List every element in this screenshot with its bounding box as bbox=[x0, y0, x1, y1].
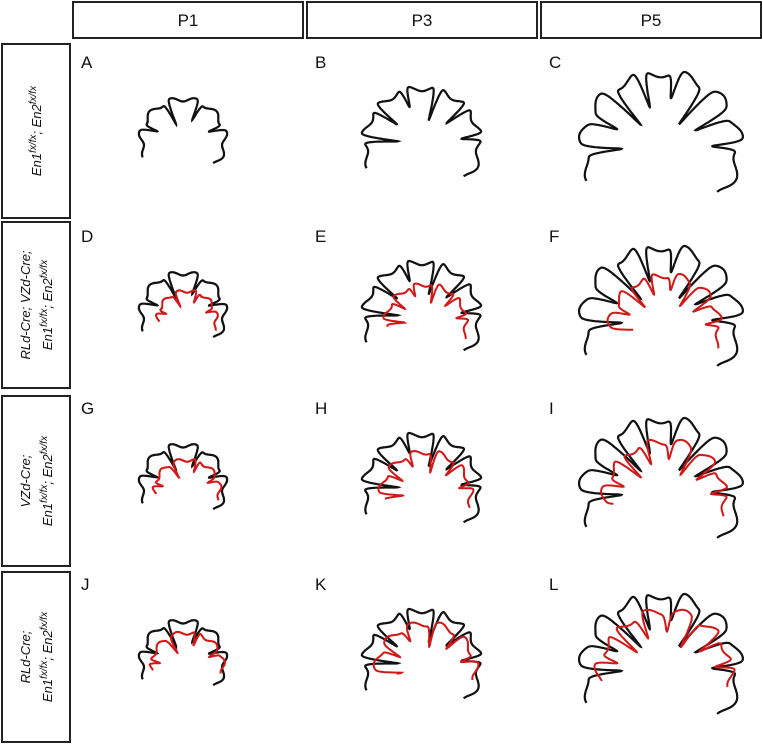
cerebellum-outline bbox=[579, 72, 743, 192]
cerebellum-outline bbox=[362, 261, 481, 350]
row-label-superscript: fx/fx bbox=[28, 134, 39, 153]
panel-letter: E bbox=[315, 227, 326, 246]
row-label-superscript: fx/fx bbox=[39, 660, 50, 679]
column-header: P1 bbox=[178, 11, 199, 30]
panel-letter: L bbox=[549, 575, 558, 594]
row-label-text: RLd-Cre; VZd-Cre; bbox=[18, 250, 33, 359]
panel-letter: K bbox=[315, 575, 327, 594]
panel-letter: J bbox=[81, 575, 90, 594]
row-label-superscript: fx/fx bbox=[39, 484, 50, 503]
row-label: En1fx/fx; En2fx/fx bbox=[28, 85, 45, 176]
row-label-text: VZd-Cre; bbox=[18, 454, 33, 507]
row-label-text: En1 bbox=[40, 503, 55, 526]
row-label-text: ; En2 bbox=[40, 453, 55, 484]
panel-letter: B bbox=[315, 53, 326, 72]
row-label: VZd-Cre; bbox=[18, 454, 33, 507]
mutant-outline bbox=[374, 623, 479, 681]
cerebellum-outline bbox=[139, 272, 227, 337]
row-label-text: ; En2 bbox=[40, 277, 55, 308]
mutant-outline bbox=[595, 610, 735, 687]
row-label: RLd-Cre; VZd-Cre; bbox=[18, 250, 33, 359]
column-header: P5 bbox=[641, 11, 662, 30]
row-label-superscript: fx/fx bbox=[39, 259, 50, 278]
cerebellum-outline bbox=[139, 98, 227, 163]
panel-letter: C bbox=[549, 53, 561, 72]
cerebellum-outline bbox=[362, 433, 481, 522]
panel-letter: G bbox=[81, 399, 94, 418]
row-label: En1fx/fx; En2fx/fx bbox=[39, 611, 56, 702]
row-label-text: En1 bbox=[29, 153, 44, 176]
mutant-outline bbox=[379, 451, 474, 508]
cerebellum-outline bbox=[362, 87, 481, 176]
row-label: En1fx/fx; En2fx/fx bbox=[39, 259, 56, 350]
row-label-text: En1 bbox=[40, 679, 55, 702]
mutant-outline bbox=[150, 632, 225, 674]
panel-letter: I bbox=[549, 399, 554, 418]
figure: P1P3P5En1fx/fx; En2fx/fxRLd-Cre; VZd-Cre… bbox=[0, 0, 763, 748]
row-label-text: ; En2 bbox=[40, 629, 55, 660]
row-label-text: ; En2 bbox=[29, 103, 44, 134]
row-label-box bbox=[2, 396, 70, 566]
panel-letter: D bbox=[81, 227, 93, 246]
mutant-outline bbox=[153, 459, 222, 500]
row-label-box bbox=[2, 222, 70, 388]
mutant-outline bbox=[156, 290, 218, 330]
row-label-text: En1 bbox=[40, 327, 55, 350]
row-label-superscript: fx/fx bbox=[39, 308, 50, 327]
row-label-text: RLd-Cre; bbox=[18, 630, 33, 683]
row-label-box bbox=[2, 572, 70, 742]
row-label: RLd-Cre; bbox=[18, 630, 33, 683]
row-label-superscript: fx/fx bbox=[28, 85, 39, 104]
panel-letter: F bbox=[549, 227, 559, 246]
row-label: En1fx/fx; En2fx/fx bbox=[39, 435, 56, 526]
row-label-superscript: fx/fx bbox=[39, 435, 50, 454]
panel-letter: A bbox=[81, 53, 93, 72]
column-header: P3 bbox=[412, 11, 433, 30]
panel-letter: H bbox=[315, 399, 327, 418]
cerebellum-outline bbox=[362, 609, 481, 698]
row-label-superscript: fx/fx bbox=[39, 611, 50, 630]
